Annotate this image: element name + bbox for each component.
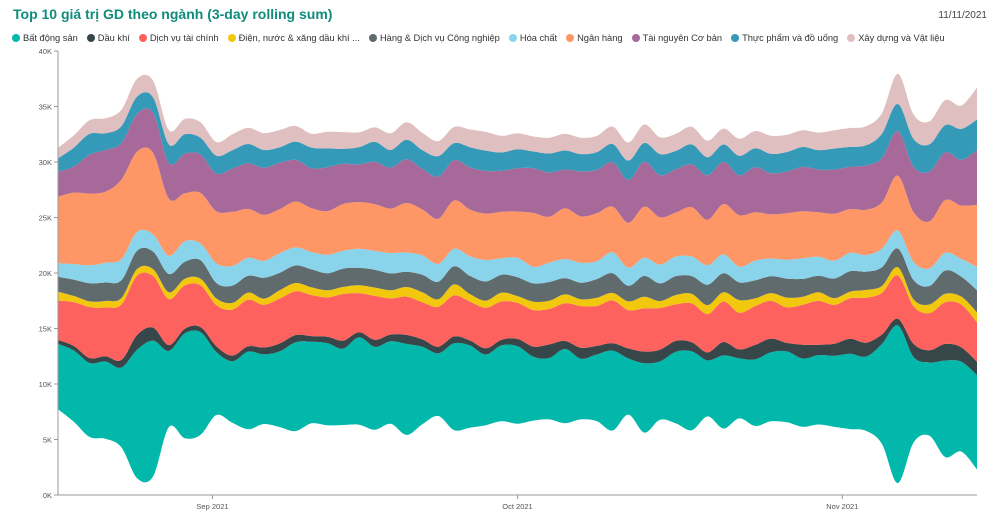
legend-item-hang-dich-vu-cong-nghiep[interactable]: Hàng & Dịch vụ Công nghiệp xyxy=(368,33,500,43)
legend-label: Ngân hàng xyxy=(577,33,623,43)
legend-label: Tài nguyên Cơ bản xyxy=(642,33,723,43)
legend-swatch xyxy=(847,34,856,42)
y-tick-label: 30K xyxy=(39,158,52,167)
legend-item-dien-nuoc-xang-dau-khi-dot[interactable]: Điện, nước & xăng dầu khí ... xyxy=(227,33,360,43)
legend-label: Bất động sản xyxy=(23,33,78,43)
y-tick-label: 20K xyxy=(39,269,52,278)
series-band-hoa-chat xyxy=(58,229,977,291)
legend-item-dich-vu-tai-chinh[interactable]: Dịch vụ tài chính xyxy=(138,33,219,43)
y-tick-label: 40K xyxy=(39,47,52,56)
legend-label: Dầu khí xyxy=(97,33,130,43)
legend-item-ngan-hang[interactable]: Ngân hàng xyxy=(566,33,623,43)
x-tick-label: Oct 2021 xyxy=(502,502,532,511)
chart-title: Top 10 giá trị GD theo ngành (3-day roll… xyxy=(13,6,333,22)
y-tick-label: 35K xyxy=(39,103,52,112)
report-date: 11/11/2021 xyxy=(938,10,987,21)
legend-label: Hàng & Dịch vụ Công nghiệp xyxy=(379,33,500,43)
legend-item-thuc-pham-va-do-uong[interactable]: Thực phẩm và đồ uống xyxy=(731,33,838,43)
legend-swatch xyxy=(368,34,377,42)
x-tick-label: Sep 2021 xyxy=(196,502,228,511)
legend-label: Điện, nước & xăng dầu khí ... xyxy=(238,33,360,43)
legend-label: Hóa chất xyxy=(519,33,558,43)
series-band-dau-khi xyxy=(58,318,977,375)
series-band-dich-vu-tai-chinh xyxy=(58,272,977,362)
series-band-bat-dong-san xyxy=(58,325,977,484)
legend-swatch xyxy=(86,34,95,42)
legend-item-bat-dong-san[interactable]: Bất động sản xyxy=(12,33,78,43)
series-band-xay-dung-va-vat-lieu xyxy=(58,73,977,161)
legend-item-dau-khi[interactable]: Dầu khí xyxy=(86,33,130,43)
x-tick-label: Nov 2021 xyxy=(826,502,858,511)
legend-swatch xyxy=(508,34,517,42)
y-tick-label: 25K xyxy=(39,214,52,223)
y-tick-label: 15K xyxy=(39,325,52,334)
y-tick-label: 0K xyxy=(43,491,52,500)
legend-label: Xây dựng và Vật liệu xyxy=(858,33,945,43)
legend-swatch xyxy=(138,34,147,42)
legend-item-tai-nguyen-co-ban[interactable]: Tài nguyên Cơ bản xyxy=(631,33,723,43)
legend-item-xay-dung-va-vat-lieu[interactable]: Xây dựng và Vật liệu xyxy=(847,33,945,43)
legend-item-hoa-chat[interactable]: Hóa chất xyxy=(508,33,558,43)
y-tick-label: 10K xyxy=(39,380,52,389)
series-band-hang-dich-vu-cong-nghiep xyxy=(58,247,977,313)
y-tick-label: 5K xyxy=(43,436,52,445)
legend: Bất động sản Dầu khí Dịch vụ tài chính Điện… xyxy=(12,31,954,45)
legend-swatch xyxy=(566,34,575,42)
legend-swatch xyxy=(631,34,640,42)
series-band-dien-nuoc-xang-dau-khi-dot xyxy=(58,265,977,323)
legend-swatch xyxy=(731,34,740,42)
series-band-thuc-pham-va-do-uong xyxy=(58,92,977,180)
legend-swatch xyxy=(12,34,20,42)
series-band-tai-nguyen-co-ban xyxy=(58,108,977,223)
series-band-ngan-hang xyxy=(58,147,977,269)
legend-label: Thực phẩm và đồ uống xyxy=(742,33,839,43)
legend-label: Dịch vụ tài chính xyxy=(149,33,219,43)
legend-swatch xyxy=(227,34,236,42)
